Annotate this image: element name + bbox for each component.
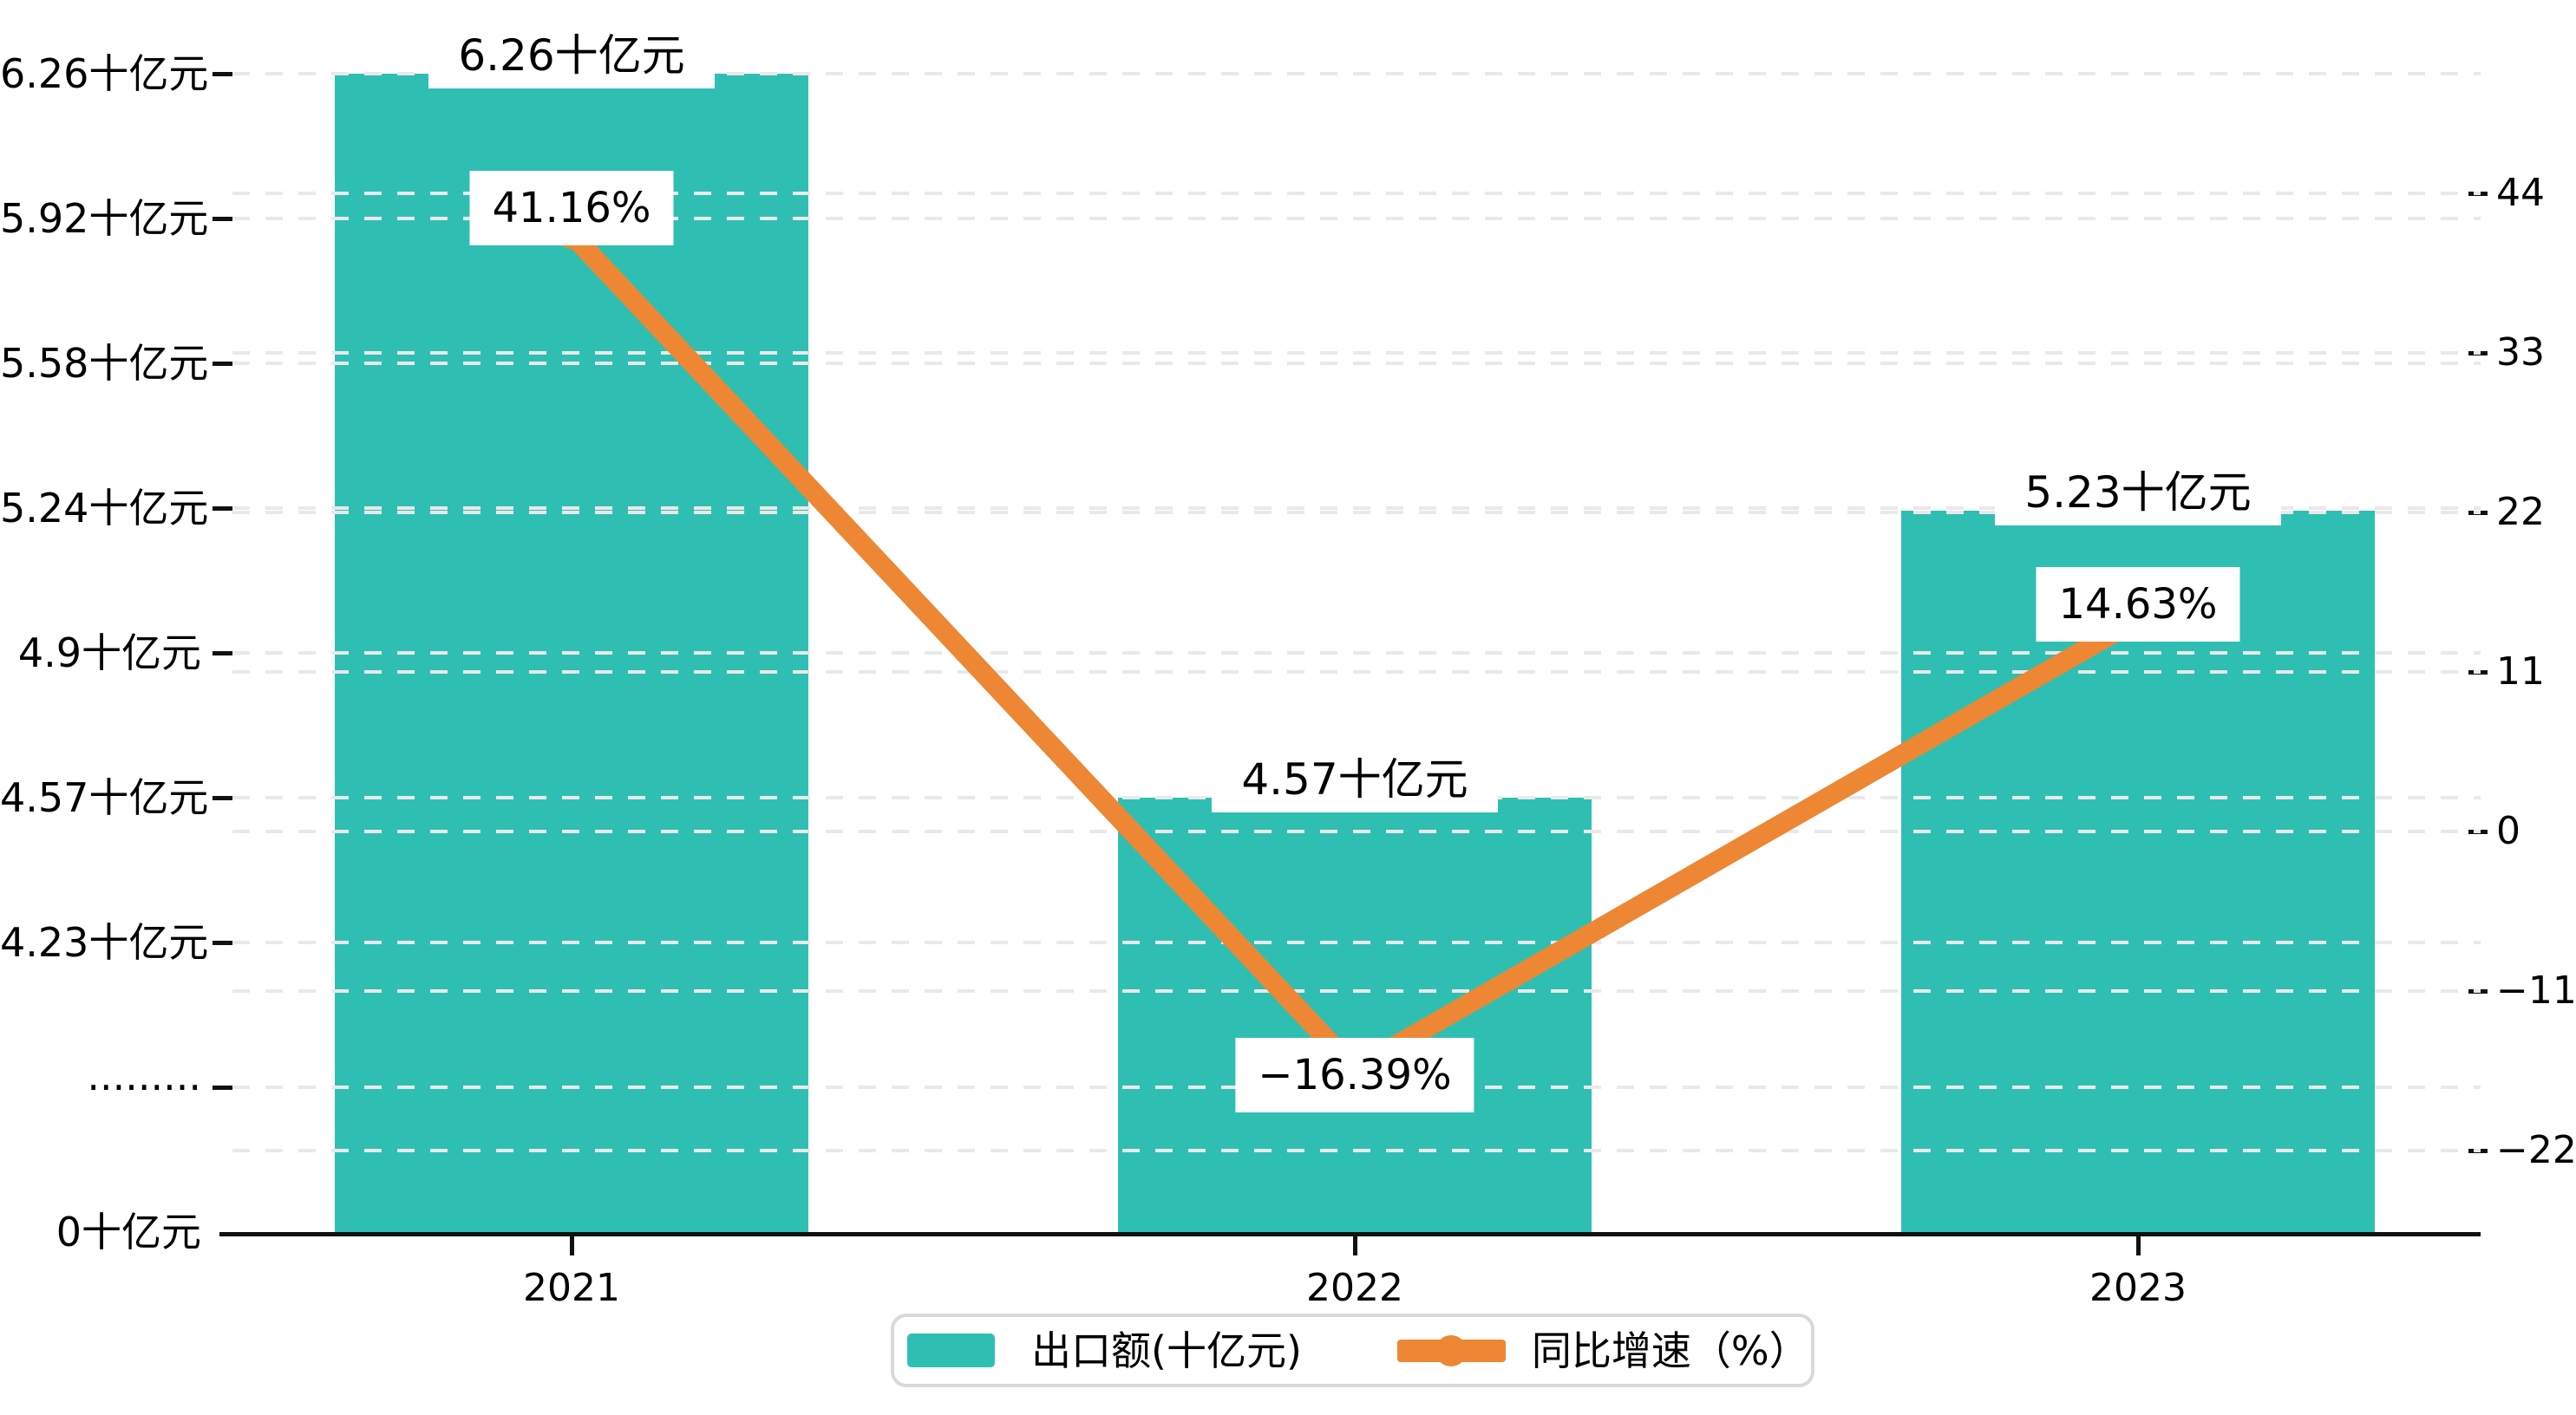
line-series-marker (1396, 1334, 1506, 1366)
right-axis-label: 33 (2496, 330, 2545, 375)
gridline (232, 362, 2481, 365)
left-axis-label: 5.58十亿元 (0, 340, 209, 387)
legend-item-growth[interactable]: 同比增速（%） (1302, 1328, 1809, 1373)
line-value-label-2021: 41.16% (469, 171, 674, 245)
right-axis-label: −11 (2496, 968, 2576, 1013)
line-value-label-2023: 14.63% (2036, 567, 2240, 642)
gridline (232, 989, 2481, 993)
left-axis-label: 6.26十亿元 (0, 50, 209, 97)
left-axis-label: 0十亿元 (56, 1209, 201, 1255)
gridline (232, 511, 2481, 514)
legend: 出口额(十亿元) 同比增速（%） (891, 1314, 1814, 1387)
left-tick (212, 796, 232, 800)
bar-2022[interactable] (1118, 798, 1592, 1232)
bar-value-label-2022: 4.57十亿元 (1212, 740, 1498, 812)
left-axis-label: 5.24十亿元 (0, 485, 209, 531)
gridline (232, 192, 2481, 195)
bar-value-label-2023: 5.23十亿元 (1995, 453, 2281, 525)
gridline (232, 72, 2481, 75)
growth-line[interactable] (561, 224, 2148, 1079)
legend-label-growth: 同比增速（%） (1531, 1327, 1809, 1374)
left-axis-label: 4.23十亿元 (0, 919, 209, 966)
left-tick (212, 72, 232, 76)
right-axis-label: 44 (2496, 171, 2545, 215)
gridline (232, 651, 2481, 655)
x-tick-2022 (1353, 1235, 1357, 1255)
right-axis-label: 11 (2496, 649, 2545, 694)
right-axis-label: 0 (2496, 809, 2520, 853)
left-tick (212, 217, 232, 221)
x-tick-2023 (2136, 1235, 2141, 1255)
x-axis-label-2021: 2021 (523, 1266, 620, 1310)
gridline (232, 1149, 2481, 1152)
gridline (232, 351, 2481, 355)
left-tick (212, 362, 232, 366)
gridline (232, 506, 2481, 510)
gridline (232, 217, 2481, 220)
line-value-label-2022: −16.39% (1235, 1038, 1474, 1112)
bar-value-label-2021: 6.26十亿元 (428, 16, 715, 88)
left-tick (212, 1086, 232, 1090)
bar-series-swatch (907, 1333, 995, 1367)
x-axis-line (219, 1232, 2481, 1236)
line-series-dot-icon (1435, 1334, 1468, 1366)
x-axis-label-2023: 2023 (2089, 1266, 2187, 1310)
left-tick (212, 941, 232, 945)
x-tick-2021 (570, 1235, 574, 1255)
left-axis-label: 4.9十亿元 (17, 629, 201, 676)
left-tick (212, 506, 232, 511)
right-axis-label: −22 (2496, 1128, 2576, 1172)
left-axis-break-label: ········· (87, 1064, 201, 1111)
gridline (232, 830, 2481, 833)
gridline (232, 670, 2481, 674)
gridline (232, 941, 2481, 944)
legend-label-export: 出口额(十亿元) (1031, 1327, 1302, 1374)
left-axis-label: 5.92十亿元 (0, 195, 209, 242)
left-tick (212, 651, 232, 655)
legend-item-export[interactable]: 出口额(十亿元) (894, 1328, 1302, 1373)
right-axis-label: 22 (2496, 490, 2545, 534)
x-axis-label-2022: 2022 (1306, 1266, 1403, 1310)
left-axis-label: 4.57十亿元 (0, 774, 209, 821)
